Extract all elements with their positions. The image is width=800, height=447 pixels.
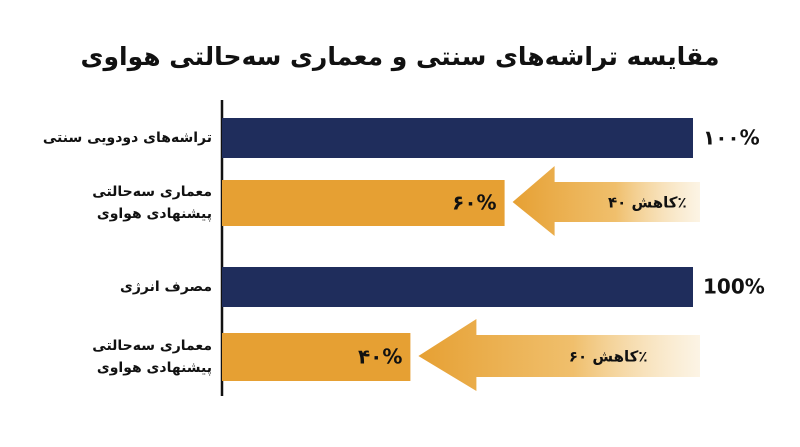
annotation: کاهش ۶۰٪: [569, 348, 648, 366]
bar: [222, 333, 411, 381]
value-label: 100%: [703, 275, 765, 299]
value-label: ۴۰%: [358, 345, 402, 369]
category-label: مصرف انرژی: [120, 279, 212, 295]
value-label: ۶۰%: [452, 191, 496, 215]
category-label: تراشه‌های دودویی سنتی: [43, 130, 212, 146]
bar: [222, 180, 505, 226]
chart-title: مقایسه تراشه‌های سنتی و معماری سه‌حالتی …: [81, 42, 720, 72]
bar: [222, 267, 693, 307]
arrow: [418, 319, 700, 391]
arrow: [512, 166, 700, 236]
category-label: معماری سه‌حالتی پیشنهادی هواوی: [92, 184, 212, 222]
category-label: معماری سه‌حالتی پیشنهادی هواوی: [92, 338, 212, 376]
annotation: کاهش ۴۰٪: [608, 194, 687, 212]
value-label: ۱۰۰%: [703, 126, 760, 150]
bar: [222, 118, 693, 158]
